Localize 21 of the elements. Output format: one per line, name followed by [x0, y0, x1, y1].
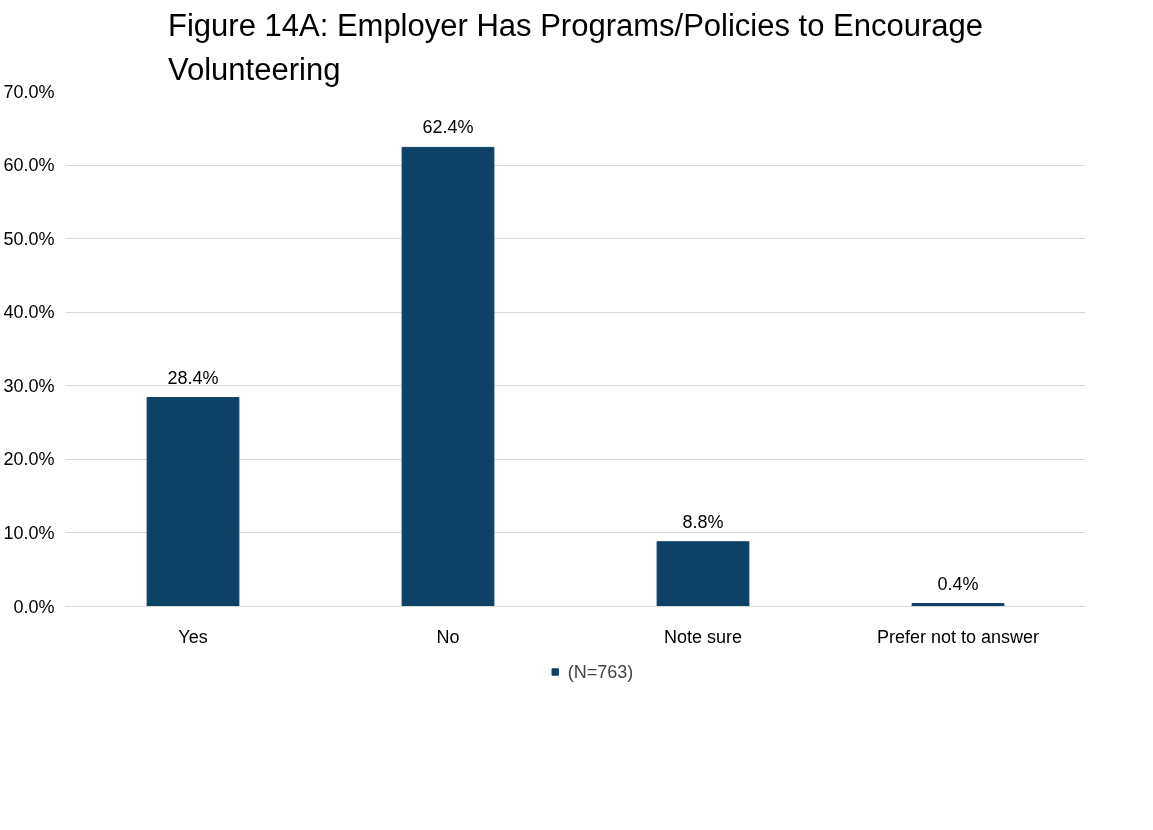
- bar: [401, 146, 495, 607]
- x-tick-label: Note sure: [663, 626, 743, 647]
- y-tick-label: 60.0%: [3, 155, 55, 176]
- y-tick-label: 20.0%: [3, 449, 55, 470]
- y-tick-label: 50.0%: [3, 228, 55, 249]
- x-tick-label: No: [436, 626, 460, 647]
- chart-title: Figure 14A: Employer Has Programs/Policies to Encourage Volunteering: [168, 7, 983, 87]
- y-tick-label: 40.0%: [3, 302, 55, 323]
- y-tick-label: 30.0%: [3, 375, 55, 396]
- bar: [146, 397, 240, 607]
- x-tick-label: Yes: [178, 626, 208, 647]
- y-tick-label: 0.0%: [13, 596, 55, 617]
- x-tick-label: Prefer not to answer: [876, 626, 1040, 647]
- data-label: 8.8%: [682, 511, 724, 532]
- y-tick-label: 10.0%: [3, 522, 55, 543]
- bar: [656, 541, 750, 607]
- y-tick-label: 70.0%: [3, 81, 55, 102]
- data-label: 28.4%: [167, 367, 219, 388]
- legend-label: (N=763): [567, 661, 634, 682]
- data-label: 0.4%: [937, 573, 979, 594]
- data-label: 62.4%: [422, 117, 474, 138]
